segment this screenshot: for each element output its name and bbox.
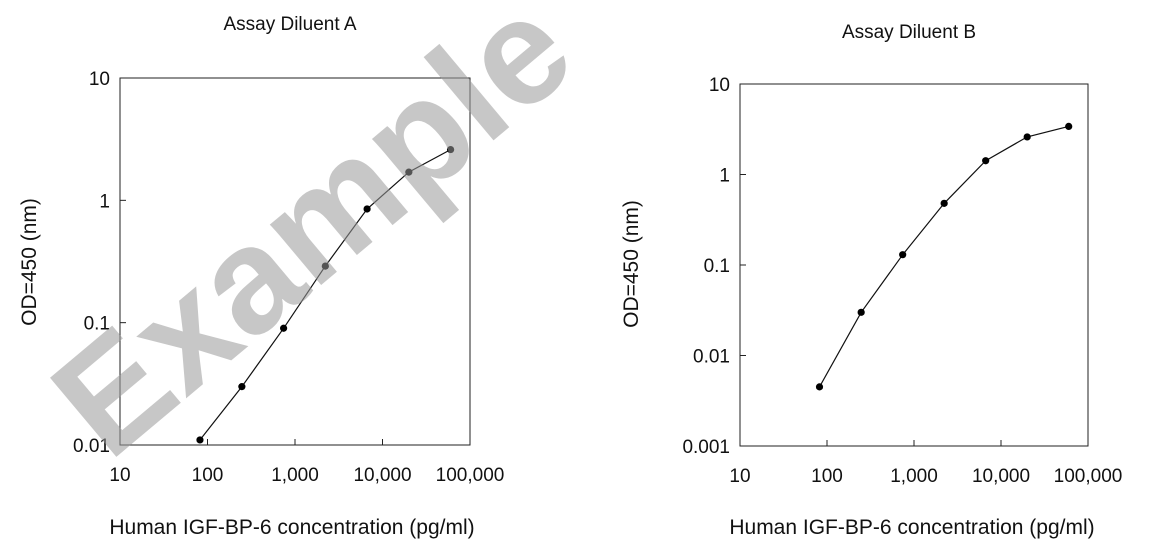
chart-a-ticks: 10 100 1,000 10,000 100,000 0.01 0.1 1 10: [73, 69, 504, 486]
chart-b-x-tick-label: 1,000: [890, 466, 938, 487]
chart-a-y-tick-label: 0.1: [84, 314, 110, 335]
chart-a-data-point: [321, 262, 329, 270]
chart-b-y-tick-label: 0.01: [693, 347, 730, 368]
chart-a-data-point: [405, 168, 413, 176]
chart-a-y-axis-label: OD=450 (nm): [18, 198, 41, 326]
chart-a-data-point: [280, 324, 288, 332]
chart-b-y-axis-label: OD=450 (nm): [620, 200, 643, 328]
chart-a-x-tick-label: 10,000: [353, 465, 411, 486]
chart-b-x-tick-label: 100,000: [1054, 466, 1123, 487]
chart-b-plot-frame: [739, 83, 1089, 447]
chart-b-title: Assay Diluent B: [842, 22, 976, 43]
chart-a-data-point: [196, 436, 204, 444]
chart-a-points: [196, 145, 455, 444]
chart-a-y-tick-label: 1: [99, 191, 110, 212]
chart-b-y-tick-label: 0.001: [682, 437, 730, 458]
chart-a-x-tick-label: 100,000: [436, 465, 505, 486]
chart-b-data-point: [1023, 133, 1031, 141]
chart-b-y-tick-label: 1: [719, 166, 730, 187]
chart-a-x-tick-label: 100: [192, 465, 224, 486]
chart-a-y-tick-label: 10: [89, 69, 110, 90]
chart-a-x-tick-label: 10: [109, 465, 130, 486]
chart-b-x-tick-label: 10,000: [972, 466, 1030, 487]
chart-b-data-point: [899, 251, 907, 259]
chart-b-x-tick-label: 10: [729, 466, 750, 487]
chart-b-data-point: [815, 383, 824, 391]
chart-b-data-point: [857, 308, 865, 316]
chart-b-points: [815, 122, 1073, 391]
chart-a-x-axis-label: Human IGF-BP-6 concentration (pg/ml): [109, 516, 474, 539]
chart-b-x-axis-label: Human IGF-BP-6 concentration (pg/ml): [729, 516, 1094, 539]
chart-b-y-tick-label: 10: [709, 75, 730, 96]
chart-a-y-tick-label: 0.01: [73, 436, 110, 457]
chart-b-x-tick-label: 100: [811, 466, 843, 487]
chart-b-y-tick-label: 0.1: [704, 256, 730, 277]
chart-a-title: Assay Diluent A: [223, 14, 356, 35]
chart-a-data-point: [238, 383, 246, 391]
chart-b-data-point: [940, 199, 948, 207]
chart-a-data-point: [446, 145, 455, 154]
chart-assay-diluent-b: Assay Diluent B 10 100 1,000 10,000 100,000 0…: [620, 22, 1122, 539]
chart-b-data-point: [982, 157, 990, 165]
chart-b-data-point: [1065, 122, 1073, 131]
chart-a-data-point: [363, 205, 371, 213]
chart-assay-diluent-a: Assay Diluent A 10 100 1,000 10,000 100,000 0…: [18, 14, 504, 539]
chart-b-ticks: 10 100 1,000 10,000 100,000 0.001 0.01 0.1 1 10: [682, 75, 1122, 487]
chart-a-x-tick-label: 1,000: [271, 465, 319, 486]
chart-b-series-line: [818, 125, 1069, 388]
